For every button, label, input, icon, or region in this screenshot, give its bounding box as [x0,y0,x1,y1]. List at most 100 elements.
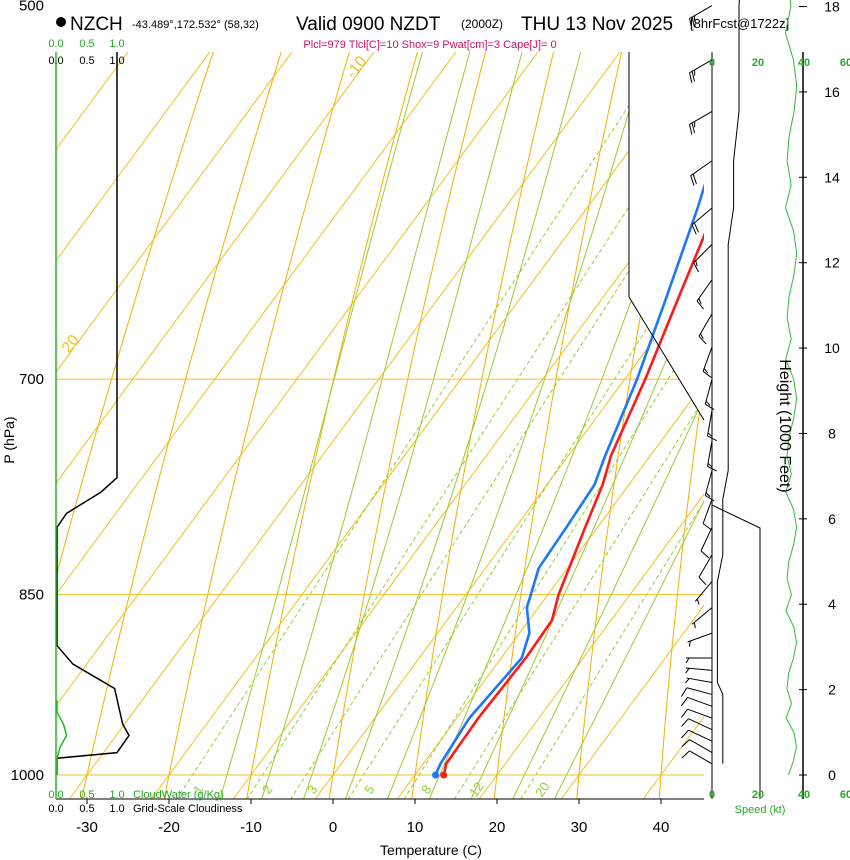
wind-speed-profile [716,0,798,776]
wind-barbs [680,5,718,765]
pressure-tick-label: 700 [19,371,44,388]
cloudiness-label: Grid-Scale Cloudiness [133,803,243,815]
wind-barb [704,378,715,411]
wind-barb [688,110,713,135]
wind-barb [696,279,713,310]
x-tick-label: 20 [489,819,506,836]
speed-tick-bottom: 40 [798,789,810,801]
wind-barb [681,729,713,742]
top-cloudwater-tick: 0.5 [79,38,94,50]
speed-line [716,0,740,764]
dry-adiabat [823,0,850,840]
mixing-ratio-line [290,153,704,799]
isotherm [56,52,539,707]
sounding-profiles [432,183,704,779]
y-axis-label: P (hPa) [1,416,17,463]
speed-tick-top: 40 [798,57,810,69]
speed-tick-top: 60 [840,57,850,69]
wind-barb [681,739,713,754]
height-wiggle-line [784,0,798,776]
station-coords: -43.489°,172.532° (58,32) [132,19,259,31]
dry-adiabat [81,52,282,799]
moist-adiabat [344,52,582,799]
height-tick-label: 2 [828,682,836,698]
wind-barb [698,554,713,586]
mixing-ratio-lines [176,52,704,799]
mixing-ratio-line [403,321,704,799]
pressure-axis-ticks: 2503004005007008501000 [11,0,44,784]
wind-barb [680,708,713,719]
wind-barb [706,410,718,442]
top-cloudiness-tick: 0.5 [79,55,94,67]
bottom-small-ticks: 0.0 0.0 0.5 0.5 1.0 1.0 [48,789,124,815]
isotherm [478,493,704,799]
top-cloudiness-tick: 0.0 [48,55,63,67]
temperature-line-surface-point [440,771,448,779]
speed-label: Speed (kt) [735,804,786,816]
x-tick-label: -10 [240,819,262,836]
wind-barb [681,750,713,765]
isotherm [150,52,703,799]
moist-adiabat [553,499,704,799]
speed-tick-top: 20 [752,57,764,69]
temperature-line [442,232,704,776]
isotherm-lines [56,52,704,799]
pressure-tick-label: 850 [19,587,44,604]
speed-tick-bottom: 0 [709,789,715,801]
x-tick-label: 40 [653,819,670,836]
wind-barb [702,346,713,378]
wind-barb [691,207,713,235]
station-dot [56,17,66,27]
dry-adiabat [56,52,214,579]
height-tick-label: 6 [828,511,836,527]
wind-barb [691,607,713,629]
height-tick-label: 18 [824,0,840,15]
speed-tick-bottom: 20 [752,789,764,801]
wind-barb [698,313,713,345]
dry-adiabat [163,52,350,799]
top-cloudwater-tick: 0.0 [48,38,63,50]
wind-barb [680,696,713,707]
height-tick-label: 12 [824,255,840,271]
x-tick-label: -20 [158,819,180,836]
valid-date: THU 13 Nov 2025 [521,14,673,35]
valid-time: Valid 0900 NZDT [296,14,441,35]
dry-adiabat [328,52,487,799]
mixing-ratio-line [347,237,704,799]
moist-adiabat [512,396,704,799]
cloudwater-label: CloudWater (g/Kg) [133,789,224,801]
isotherm [314,270,704,799]
dry-adiabat [246,52,418,799]
speed-region-border [711,504,761,799]
isobar-lines [56,378,704,776]
cloudwater-profile [56,700,68,775]
wind-barb [685,677,713,684]
height-tick-label: 0 [828,767,836,783]
x-axis-ticks: -30 -20 -10 0 10 20 30 40 [76,799,669,836]
height-axis-label: Height (1000 Feet) [776,359,793,492]
wind-barb [685,657,712,664]
mixing-ratio-line [520,500,704,799]
wind-barb [687,632,713,647]
bottom-cloudiness-tick: 0.5 [79,803,94,815]
dewpoint-line-surface-point [432,771,439,779]
indices-line: Plcl=979 Tlcl[C]=10 Shox=9 Pwat[cm]=3 Ca… [303,39,556,51]
bottom-cloudwater-tick: 0.5 [79,789,94,801]
forecast-info: [8hrFcst@1722z] [690,16,789,31]
speed-ticks: 0 0 20 20 40 40 60 60 [709,57,850,801]
cloudwater-line [56,700,68,775]
moist-adiabat [219,52,424,799]
wind-barb [693,244,713,273]
bottom-cloudwater-tick: 1.0 [109,789,124,801]
x-tick-label: 0 [329,819,337,836]
x-tick-label: -30 [76,819,98,836]
pressure-tick-label: 500 [19,0,44,15]
height-tick-label: 8 [828,425,836,441]
mixing-ratio-line [453,397,704,799]
cloudiness-profile [56,52,130,775]
speed-tick-bottom: 60 [840,789,850,801]
wind-barb [685,667,713,674]
wind-barb [681,718,713,731]
cloudiness-line [56,52,130,775]
wind-barb [690,160,713,186]
